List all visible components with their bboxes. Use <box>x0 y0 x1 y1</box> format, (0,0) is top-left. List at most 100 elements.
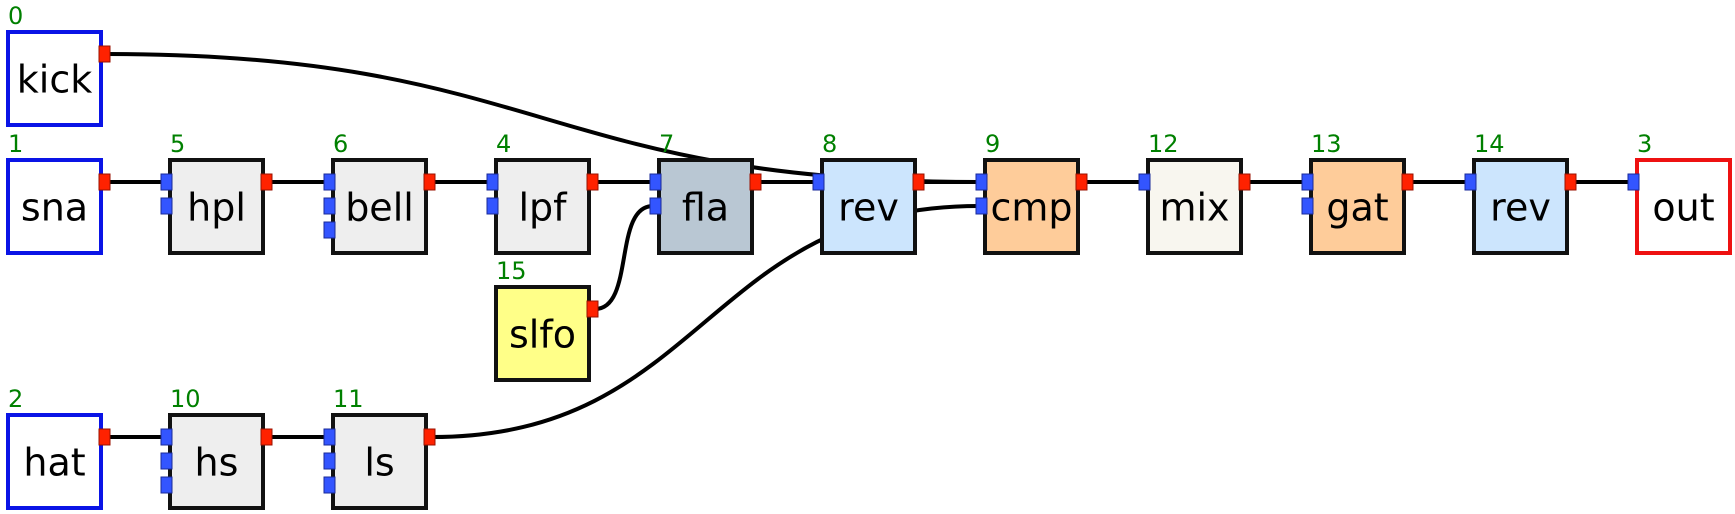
node-box[interactable] <box>1635 158 1732 255</box>
output-port[interactable] <box>260 173 273 191</box>
node-box[interactable] <box>6 30 103 127</box>
connection-wire-15-to-7 <box>594 204 654 311</box>
node-rev-14[interactable]: rev 14 <box>1464 130 1577 255</box>
input-port-0[interactable] <box>1301 173 1314 191</box>
output-port[interactable] <box>1075 173 1088 191</box>
input-port-1[interactable] <box>975 197 988 215</box>
node-label: out <box>1652 186 1714 230</box>
input-port-2[interactable] <box>323 476 336 494</box>
node-box[interactable] <box>6 158 103 255</box>
node-box[interactable] <box>168 413 265 510</box>
node-box[interactable] <box>6 413 103 510</box>
input-port-1[interactable] <box>1301 197 1314 215</box>
node-layer: kick0sna1hat2hpl5bell6lpf4fla7slfo15rev8… <box>6 2 1732 510</box>
input-port-0[interactable] <box>1138 173 1151 191</box>
node-label: sna <box>21 186 88 230</box>
node-sna-1[interactable]: sna 1 <box>6 130 111 255</box>
input-port-1[interactable] <box>486 197 499 215</box>
node-box[interactable] <box>331 158 428 255</box>
node-box[interactable] <box>1146 158 1243 255</box>
node-label: rev <box>838 186 899 230</box>
node-mix-12[interactable]: mix 12 <box>1138 130 1251 255</box>
output-port[interactable] <box>912 173 925 191</box>
node-fla-7[interactable]: fla 7 <box>649 130 762 255</box>
node-hs-10[interactable]: hs 10 <box>160 385 273 510</box>
node-id-label: 4 <box>496 130 511 158</box>
node-box[interactable] <box>168 158 265 255</box>
node-bell-6[interactable]: bell 6 <box>323 130 436 255</box>
input-port-0[interactable] <box>160 173 173 191</box>
node-id-label: 12 <box>1148 130 1179 158</box>
node-box[interactable] <box>331 413 428 510</box>
input-port-0[interactable] <box>812 173 825 191</box>
node-kick-0[interactable]: kick 0 <box>6 2 111 127</box>
output-port[interactable] <box>1564 173 1577 191</box>
node-box[interactable] <box>820 158 917 255</box>
node-label: rev <box>1490 186 1551 230</box>
node-box[interactable] <box>983 158 1080 255</box>
input-port-0[interactable] <box>975 173 988 191</box>
input-port-1[interactable] <box>649 197 662 215</box>
input-port-1[interactable] <box>160 197 173 215</box>
input-port-1[interactable] <box>323 452 336 470</box>
output-port[interactable] <box>423 173 436 191</box>
output-port[interactable] <box>98 173 111 191</box>
input-port-0[interactable] <box>323 173 336 191</box>
input-port-0[interactable] <box>1627 173 1640 191</box>
node-label: ls <box>364 441 394 485</box>
node-box[interactable] <box>1309 158 1406 255</box>
output-port[interactable] <box>98 428 111 446</box>
output-port[interactable] <box>1401 173 1414 191</box>
node-box[interactable] <box>494 285 591 382</box>
input-port-1[interactable] <box>323 197 336 215</box>
input-port-2[interactable] <box>323 221 336 239</box>
node-id-label: 0 <box>8 2 23 30</box>
input-port-0[interactable] <box>323 428 336 446</box>
node-id-label: 3 <box>1637 130 1652 158</box>
output-port[interactable] <box>260 428 273 446</box>
node-box[interactable] <box>494 158 591 255</box>
node-label: mix <box>1159 186 1229 230</box>
output-port[interactable] <box>1238 173 1251 191</box>
node-id-label: 6 <box>333 130 348 158</box>
node-box[interactable] <box>657 158 754 255</box>
node-id-label: 15 <box>496 257 527 285</box>
output-port[interactable] <box>586 300 599 318</box>
node-label: lpf <box>518 186 568 230</box>
output-port[interactable] <box>98 45 111 63</box>
node-label: gat <box>1326 186 1388 230</box>
node-label: fla <box>682 186 729 230</box>
node-label: hs <box>195 441 239 485</box>
node-id-label: 14 <box>1474 130 1505 158</box>
input-port-0[interactable] <box>486 173 499 191</box>
node-id-label: 2 <box>8 385 23 413</box>
output-port[interactable] <box>423 428 436 446</box>
input-port-0[interactable] <box>160 428 173 446</box>
node-label: hat <box>23 441 85 485</box>
node-id-label: 8 <box>822 130 837 158</box>
node-id-label: 10 <box>170 385 201 413</box>
node-cmp-9[interactable]: cmp 9 <box>975 130 1088 255</box>
node-id-label: 13 <box>1311 130 1342 158</box>
node-id-label: 7 <box>659 130 674 158</box>
output-port[interactable] <box>586 173 599 191</box>
output-port[interactable] <box>749 173 762 191</box>
node-label: kick <box>17 58 92 102</box>
node-gat-13[interactable]: gat 13 <box>1301 130 1414 255</box>
node-label: cmp <box>990 186 1072 230</box>
node-slfo-15[interactable]: slfo 15 <box>494 257 599 382</box>
input-port-1[interactable] <box>160 452 173 470</box>
input-port-0[interactable] <box>649 173 662 191</box>
node-label: bell <box>345 186 414 230</box>
input-port-2[interactable] <box>160 476 173 494</box>
node-box[interactable] <box>1472 158 1569 255</box>
node-label: hpl <box>187 186 246 230</box>
input-port-0[interactable] <box>1464 173 1477 191</box>
